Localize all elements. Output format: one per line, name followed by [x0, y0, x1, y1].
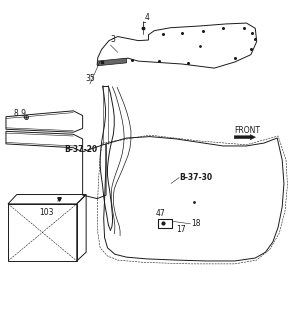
Polygon shape: [97, 58, 126, 66]
Text: 47: 47: [155, 209, 165, 218]
FancyArrow shape: [234, 134, 255, 140]
Text: 35: 35: [85, 74, 95, 83]
Text: FRONT: FRONT: [234, 126, 260, 135]
Text: 3: 3: [111, 36, 115, 44]
Text: 17: 17: [176, 225, 186, 234]
Text: B-37-30: B-37-30: [179, 173, 212, 182]
Text: 103: 103: [39, 208, 53, 217]
Text: B-37-20: B-37-20: [64, 145, 98, 154]
Bar: [158, 219, 172, 228]
Text: 4: 4: [145, 13, 150, 22]
Text: 18: 18: [191, 219, 201, 228]
Text: 8 9: 8 9: [14, 109, 26, 118]
